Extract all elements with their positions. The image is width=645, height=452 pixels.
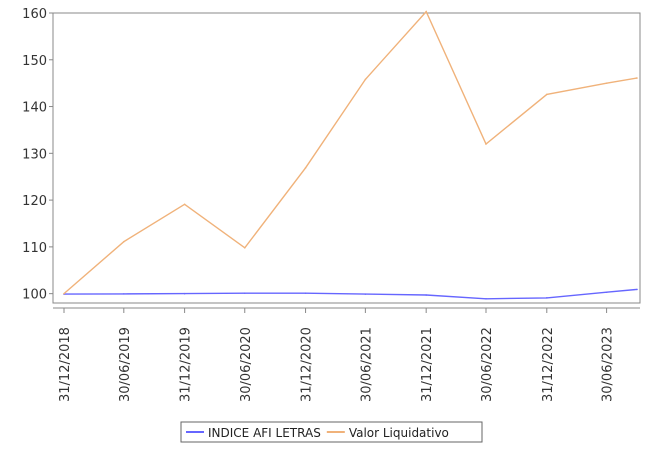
plot-area bbox=[52, 12, 641, 304]
legend-label: Valor Liquidativo bbox=[349, 426, 449, 440]
data-point bbox=[364, 293, 367, 295]
data-point bbox=[636, 77, 638, 79]
y-tick-label: 150 bbox=[22, 54, 47, 69]
data-point bbox=[243, 247, 246, 249]
data-point bbox=[123, 293, 125, 295]
x-tick-label: 31/12/2022 bbox=[541, 327, 556, 402]
data-point bbox=[63, 292, 65, 295]
legend-label: INDICE AFI LETRAS bbox=[208, 426, 321, 440]
data-point bbox=[183, 292, 186, 295]
data-point bbox=[605, 291, 608, 294]
y-tick-label: 120 bbox=[22, 194, 47, 209]
data-point bbox=[485, 143, 487, 145]
data-point bbox=[304, 292, 307, 294]
data-point bbox=[545, 297, 548, 299]
data-point bbox=[243, 292, 246, 294]
x-tick-label: 30/06/2020 bbox=[239, 327, 254, 402]
y-tick-label: 140 bbox=[22, 101, 47, 116]
x-tick-label: 30/06/2019 bbox=[118, 327, 133, 402]
data-point bbox=[183, 203, 186, 206]
y-tick-label: 100 bbox=[22, 288, 47, 303]
y-tick-label: 130 bbox=[22, 147, 47, 162]
x-tick-label: 30/06/2022 bbox=[480, 327, 495, 402]
x-tick-label: 30/06/2021 bbox=[359, 327, 374, 402]
y-tick-label: 160 bbox=[22, 7, 47, 22]
x-tick-label: 31/12/2019 bbox=[179, 327, 194, 402]
x-tick-label: 31/12/2018 bbox=[58, 327, 73, 402]
x-tick-label: 31/12/2021 bbox=[420, 327, 435, 402]
data-point bbox=[425, 10, 427, 13]
data-point bbox=[636, 288, 638, 291]
y-tick-label: 110 bbox=[22, 241, 47, 256]
data-point bbox=[304, 167, 307, 169]
data-point bbox=[485, 297, 487, 300]
x-tick-label: 31/12/2020 bbox=[300, 327, 315, 402]
data-point bbox=[425, 294, 427, 296]
data-point bbox=[605, 82, 608, 84]
data-point bbox=[123, 240, 125, 243]
x-tick-label: 30/06/2023 bbox=[601, 327, 616, 402]
data-point bbox=[545, 93, 548, 96]
data-point bbox=[364, 78, 367, 81]
